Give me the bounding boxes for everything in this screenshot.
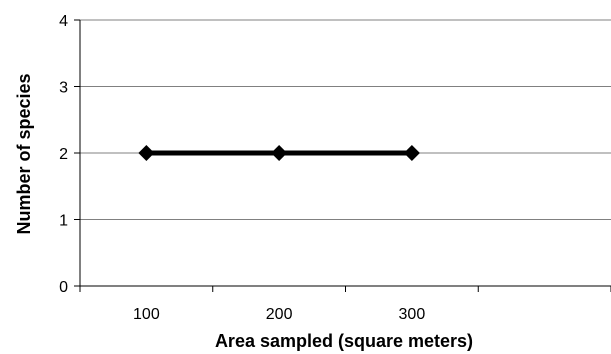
y-tick-label-4: 4	[59, 13, 68, 30]
y-tick-label-2: 2	[59, 146, 68, 163]
y-tick-label-3: 3	[59, 80, 68, 97]
tick-labels: 0 1 2 3 4 100 200 300	[59, 13, 425, 323]
data-point-100	[138, 145, 155, 161]
y-tick-label-1: 1	[59, 213, 68, 230]
series-layer	[138, 145, 420, 161]
x-tick-label-100: 100	[133, 306, 160, 323]
y-tick-label-0: 0	[59, 279, 68, 296]
axes	[74, 19, 611, 292]
data-point-300	[403, 145, 420, 161]
y-axis-title: Number of species	[14, 73, 34, 234]
grid-lines	[80, 19, 611, 220]
x-tick-label-200: 200	[266, 306, 293, 323]
data-point-200	[271, 145, 288, 161]
x-tick-label-300: 300	[399, 306, 426, 323]
x-axis-title: Area sampled (square meters)	[215, 331, 473, 351]
